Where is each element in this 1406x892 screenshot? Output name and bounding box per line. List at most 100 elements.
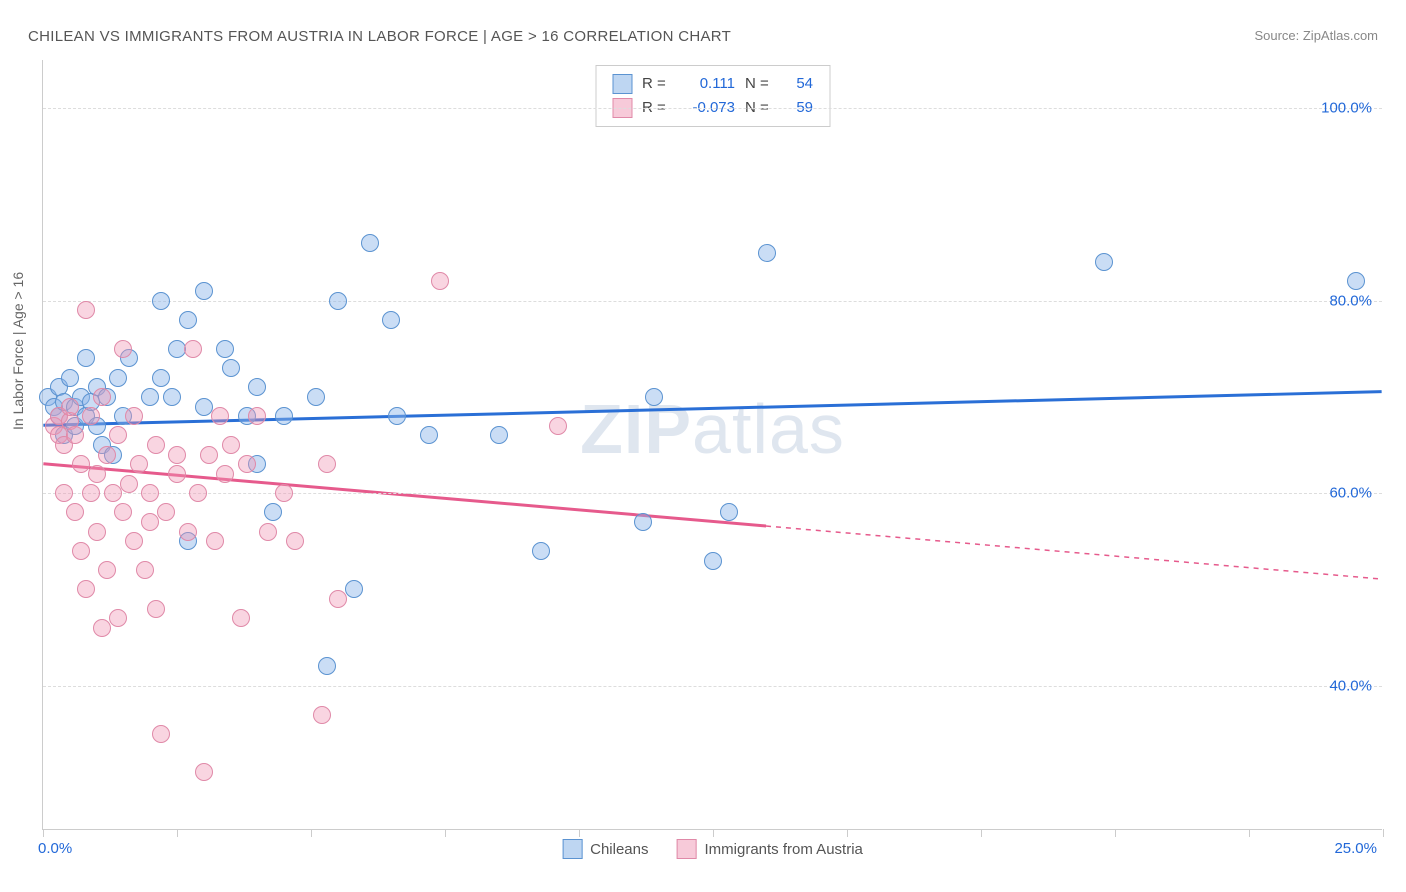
n-value-chileans: 54 bbox=[783, 72, 813, 96]
legend-item-austria: Immigrants from Austria bbox=[677, 839, 863, 859]
x-tick bbox=[177, 829, 178, 837]
data-point-austria bbox=[88, 523, 106, 541]
data-point-chileans bbox=[307, 388, 325, 406]
data-point-austria bbox=[329, 590, 347, 608]
data-point-chileans bbox=[382, 311, 400, 329]
data-point-austria bbox=[211, 407, 229, 425]
data-point-austria bbox=[222, 436, 240, 454]
x-tick bbox=[1115, 829, 1116, 837]
data-point-chileans bbox=[179, 311, 197, 329]
x-axis-max-label: 25.0% bbox=[1334, 840, 1377, 857]
data-point-chileans bbox=[420, 426, 438, 444]
data-point-chileans bbox=[77, 349, 95, 367]
data-point-chileans bbox=[345, 580, 363, 598]
data-point-austria bbox=[189, 484, 207, 502]
data-point-austria bbox=[313, 706, 331, 724]
y-axis-label: In Labor Force | Age > 16 bbox=[10, 272, 26, 430]
data-point-chileans bbox=[152, 292, 170, 310]
swatch-blue bbox=[612, 74, 632, 94]
x-tick bbox=[311, 829, 312, 837]
legend-label-chileans: Chileans bbox=[590, 841, 648, 858]
data-point-chileans bbox=[318, 657, 336, 675]
y-tick-label: 40.0% bbox=[1329, 677, 1372, 694]
data-point-austria bbox=[286, 532, 304, 550]
data-point-chileans bbox=[222, 359, 240, 377]
data-point-austria bbox=[66, 426, 84, 444]
x-tick bbox=[1249, 829, 1250, 837]
data-point-chileans bbox=[532, 542, 550, 560]
data-point-austria bbox=[72, 455, 90, 473]
x-tick bbox=[43, 829, 44, 837]
chart-title: CHILEAN VS IMMIGRANTS FROM AUSTRIA IN LA… bbox=[28, 28, 731, 45]
data-point-austria bbox=[275, 484, 293, 502]
data-point-chileans bbox=[1347, 272, 1365, 290]
x-tick bbox=[713, 829, 714, 837]
data-point-austria bbox=[109, 609, 127, 627]
legend-label-austria: Immigrants from Austria bbox=[705, 841, 863, 858]
swatch-blue bbox=[562, 839, 582, 859]
data-point-austria bbox=[168, 465, 186, 483]
data-point-austria bbox=[184, 340, 202, 358]
data-point-austria bbox=[77, 301, 95, 319]
data-point-chileans bbox=[195, 398, 213, 416]
x-tick bbox=[579, 829, 580, 837]
data-point-austria bbox=[130, 455, 148, 473]
x-tick bbox=[981, 829, 982, 837]
data-point-chileans bbox=[61, 369, 79, 387]
data-point-austria bbox=[114, 340, 132, 358]
r-label: R = bbox=[642, 72, 670, 96]
data-point-chileans bbox=[264, 503, 282, 521]
data-point-chileans bbox=[388, 407, 406, 425]
gridline-h bbox=[43, 493, 1382, 494]
data-point-austria bbox=[259, 523, 277, 541]
stats-legend: R = 0.111 N = 54 R = -0.073 N = 59 bbox=[595, 65, 830, 127]
data-point-austria bbox=[147, 600, 165, 618]
data-point-austria bbox=[318, 455, 336, 473]
data-point-austria bbox=[152, 725, 170, 743]
data-point-chileans bbox=[634, 513, 652, 531]
data-point-chileans bbox=[141, 388, 159, 406]
watermark-atlas: atlas bbox=[692, 390, 845, 468]
y-tick-label: 100.0% bbox=[1321, 100, 1372, 117]
swatch-pink bbox=[677, 839, 697, 859]
data-point-chileans bbox=[195, 282, 213, 300]
data-point-austria bbox=[195, 763, 213, 781]
data-point-austria bbox=[114, 503, 132, 521]
data-point-chileans bbox=[275, 407, 293, 425]
data-point-austria bbox=[77, 580, 95, 598]
data-point-austria bbox=[82, 407, 100, 425]
data-point-austria bbox=[88, 465, 106, 483]
bottom-legend: Chileans Immigrants from Austria bbox=[562, 839, 863, 859]
data-point-austria bbox=[549, 417, 567, 435]
data-point-chileans bbox=[704, 552, 722, 570]
trend-lines bbox=[43, 60, 1382, 829]
data-point-austria bbox=[66, 503, 84, 521]
data-point-austria bbox=[55, 484, 73, 502]
y-tick-label: 80.0% bbox=[1329, 292, 1372, 309]
data-point-chileans bbox=[109, 369, 127, 387]
data-point-austria bbox=[157, 503, 175, 521]
data-point-chileans bbox=[720, 503, 738, 521]
data-point-austria bbox=[200, 446, 218, 464]
r-value-chileans: 0.111 bbox=[680, 72, 735, 96]
x-tick bbox=[847, 829, 848, 837]
data-point-austria bbox=[216, 465, 234, 483]
data-point-chileans bbox=[361, 234, 379, 252]
stats-row-chileans: R = 0.111 N = 54 bbox=[612, 72, 813, 96]
data-point-chileans bbox=[758, 244, 776, 262]
data-point-austria bbox=[98, 561, 116, 579]
data-point-austria bbox=[136, 561, 154, 579]
data-point-chileans bbox=[163, 388, 181, 406]
data-point-austria bbox=[168, 446, 186, 464]
data-point-chileans bbox=[248, 378, 266, 396]
data-point-austria bbox=[82, 484, 100, 502]
x-axis-min-label: 0.0% bbox=[38, 840, 72, 857]
data-point-austria bbox=[141, 484, 159, 502]
legend-item-chileans: Chileans bbox=[562, 839, 648, 859]
data-point-chileans bbox=[329, 292, 347, 310]
data-point-austria bbox=[125, 407, 143, 425]
watermark: ZIPatlas bbox=[580, 389, 845, 469]
x-tick bbox=[1383, 829, 1384, 837]
gridline-h bbox=[43, 686, 1382, 687]
n-label: N = bbox=[745, 72, 773, 96]
